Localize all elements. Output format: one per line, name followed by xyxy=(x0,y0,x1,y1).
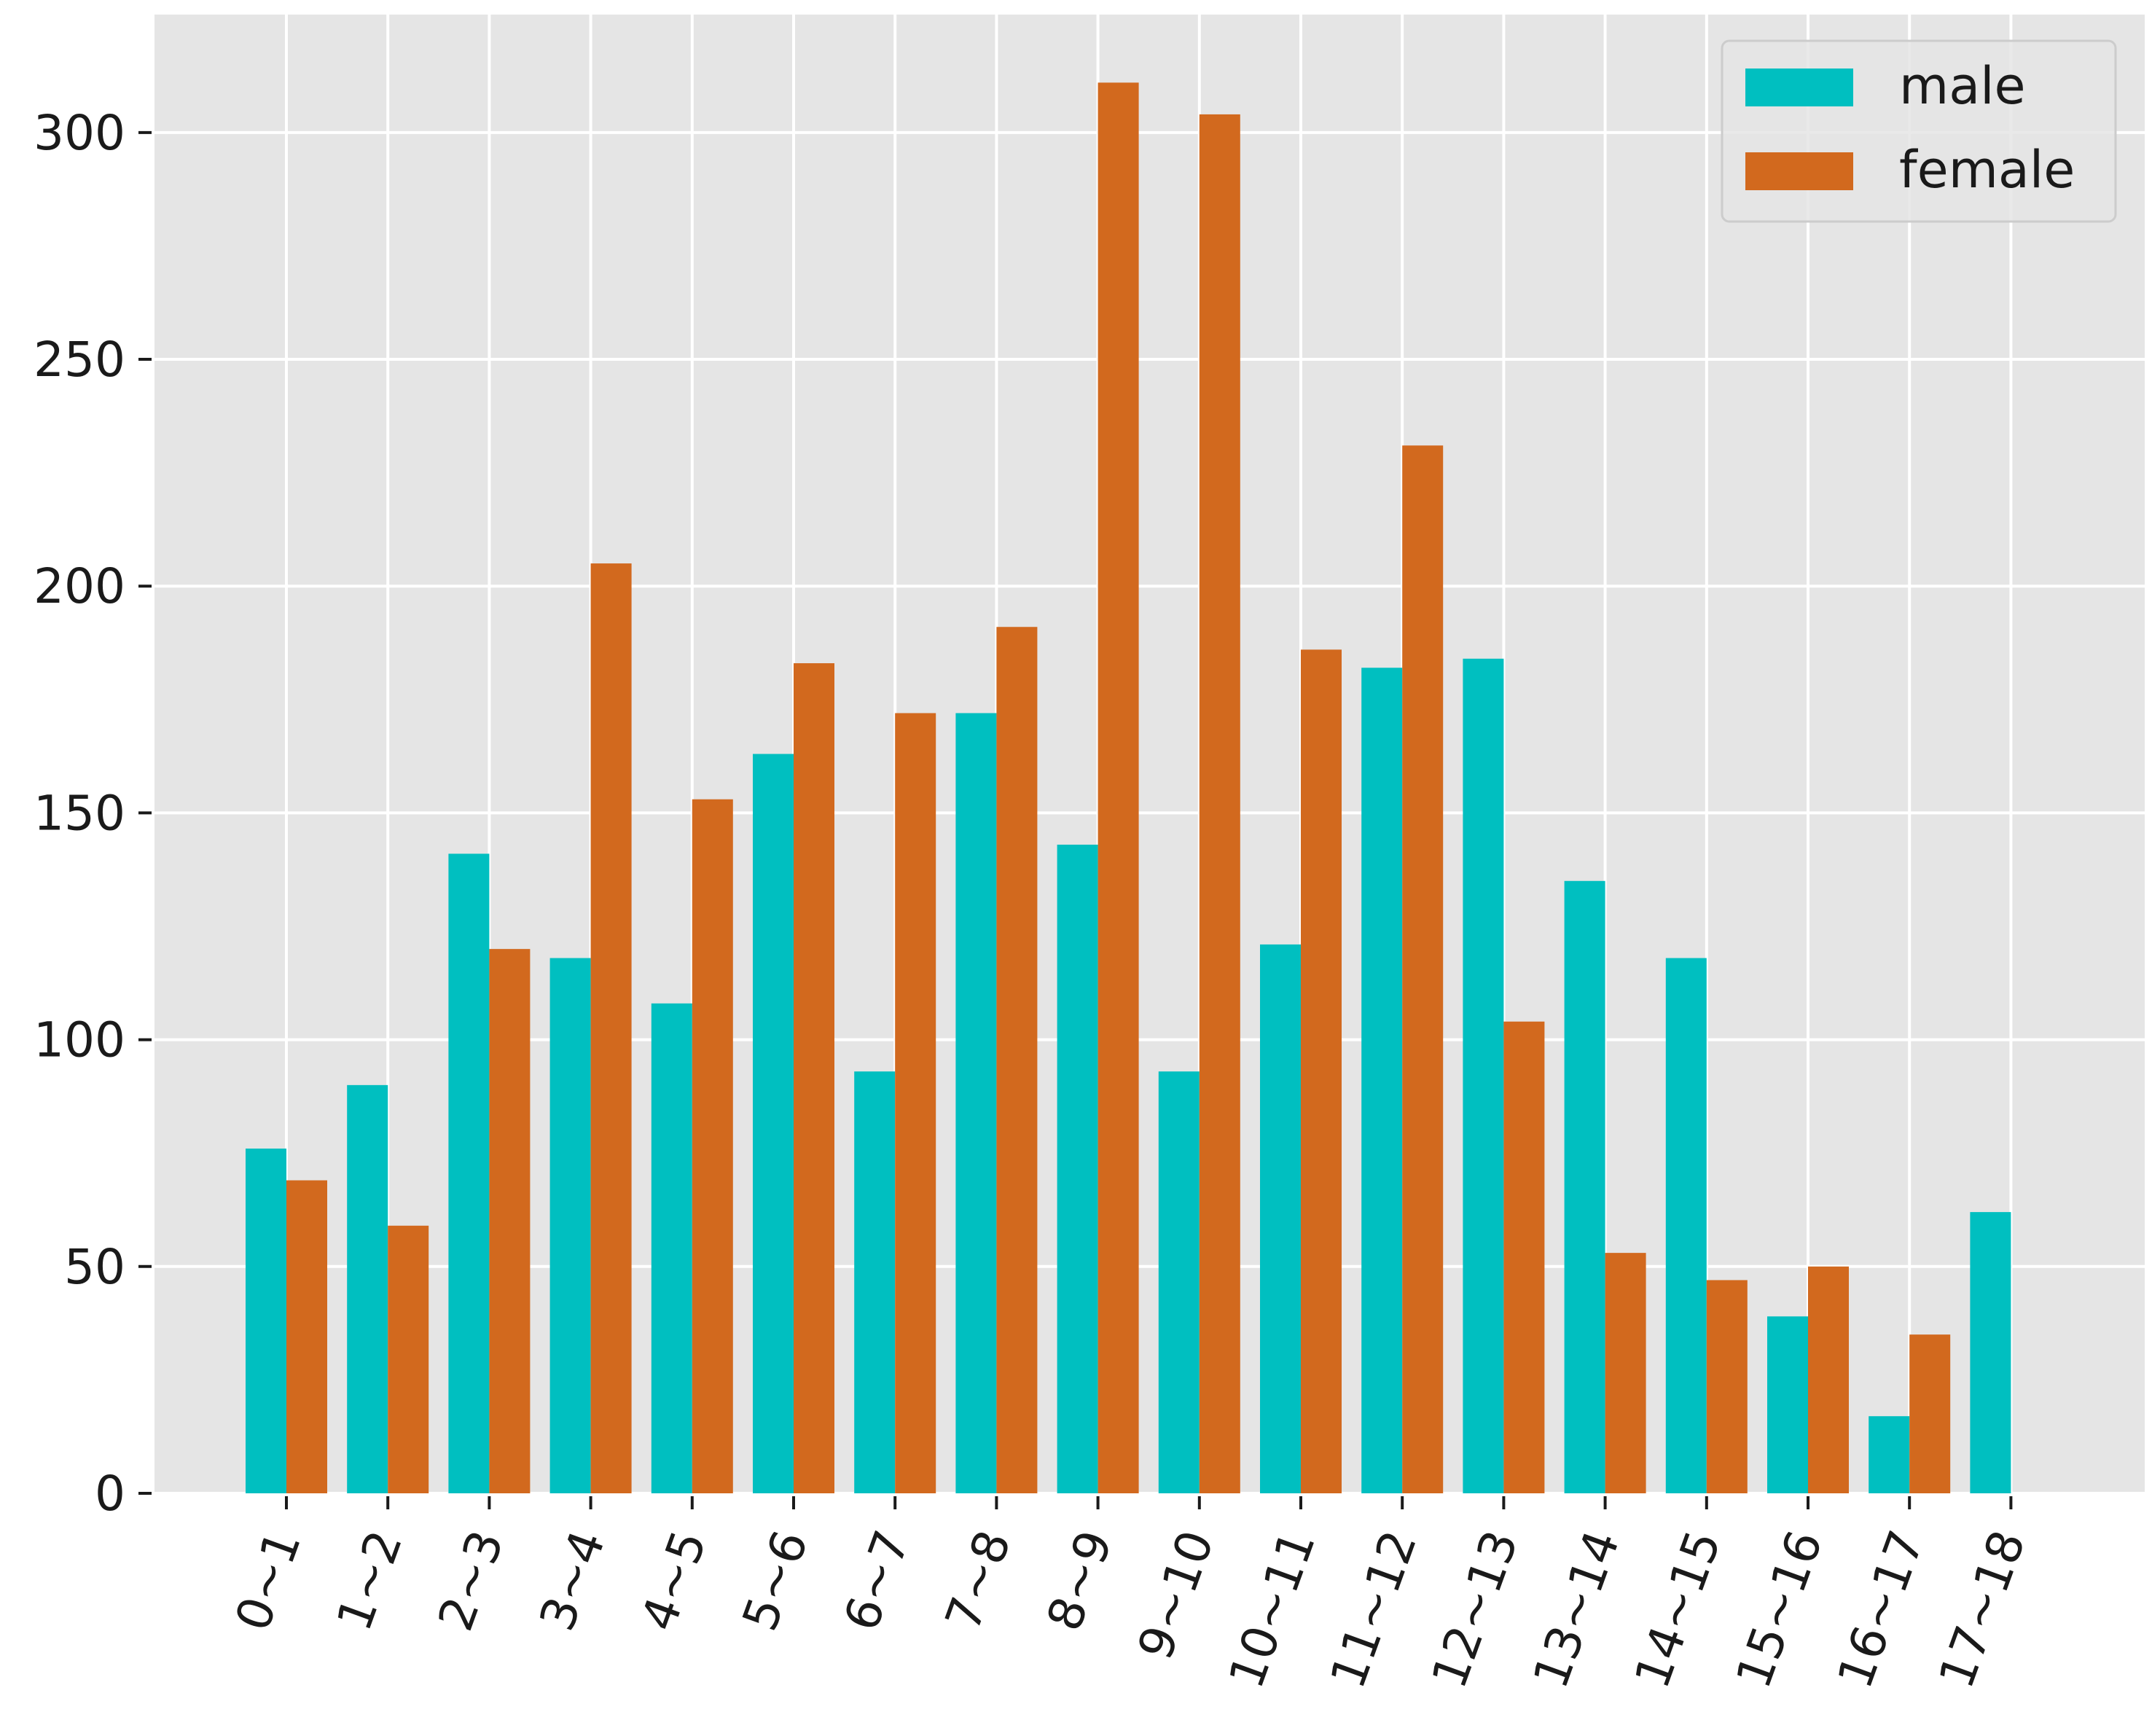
x-tick-label-13: 13~14 xyxy=(1522,1523,1631,1695)
x-tick-label-4: 4~5 xyxy=(630,1523,718,1638)
y-tick-label-1: 50 xyxy=(64,1239,125,1295)
bar-male-7~8 xyxy=(955,713,997,1494)
bar-female-8~9 xyxy=(1097,82,1139,1494)
x-tick-label-14: 14~15 xyxy=(1624,1523,1732,1695)
bar-male-2~3 xyxy=(448,853,490,1493)
x-tick-label-2: 2~3 xyxy=(427,1523,514,1638)
x-tick-label-9: 9~10 xyxy=(1127,1523,1224,1667)
x-tick-label-1: 1~2 xyxy=(326,1523,413,1638)
bar-male-4~5 xyxy=(651,1003,692,1493)
bar-female-7~8 xyxy=(996,627,1038,1494)
bar-female-9~10 xyxy=(1199,114,1240,1493)
bar-female-16~17 xyxy=(1909,1334,1951,1493)
bar-male-13~14 xyxy=(1564,880,1605,1493)
bar-male-9~10 xyxy=(1158,1071,1200,1493)
x-tick-label-15: 15~16 xyxy=(1725,1523,1834,1695)
legend-swatch-male xyxy=(1745,69,1853,106)
bar-male-15~16 xyxy=(1767,1316,1808,1493)
bar-female-15~16 xyxy=(1808,1266,1849,1493)
x-tick-label-8: 8~9 xyxy=(1036,1523,1124,1638)
bar-male-11~12 xyxy=(1361,668,1403,1494)
legend-label-male: male xyxy=(1899,56,2026,116)
bar-female-3~4 xyxy=(590,563,632,1493)
x-tick-label-0: 0~1 xyxy=(224,1523,312,1638)
bar-female-13~14 xyxy=(1605,1253,1646,1493)
x-tick-label-3: 3~4 xyxy=(529,1523,617,1638)
x-tick-label-16: 16~17 xyxy=(1827,1523,1936,1695)
bar-female-5~6 xyxy=(794,663,834,1493)
bar-female-4~5 xyxy=(692,799,733,1493)
bar-male-16~17 xyxy=(1869,1416,1910,1493)
bar-male-10~11 xyxy=(1260,944,1301,1493)
x-tick-label-7: 7~8 xyxy=(934,1523,1022,1638)
y-tick-label-2: 100 xyxy=(34,1012,125,1068)
x-tick-label-6: 6~7 xyxy=(833,1523,920,1638)
x-tick-label-12: 12~13 xyxy=(1421,1523,1530,1695)
bar-female-1~2 xyxy=(388,1225,429,1493)
y-tick-label-6: 300 xyxy=(34,105,125,161)
bar-female-14~15 xyxy=(1706,1280,1748,1493)
x-tick-label-17: 17~18 xyxy=(1928,1523,2037,1695)
x-tick-label-11: 11~12 xyxy=(1320,1523,1428,1695)
bars xyxy=(246,82,2011,1494)
bar-female-2~3 xyxy=(489,949,531,1493)
bar-male-12~13 xyxy=(1463,658,1504,1493)
y-tick-label-3: 150 xyxy=(34,785,125,841)
bar-female-12~13 xyxy=(1503,1021,1545,1493)
bar-male-17~18 xyxy=(1970,1212,2011,1493)
x-tick-label-10: 10~11 xyxy=(1218,1523,1326,1695)
bar-male-3~4 xyxy=(549,958,591,1493)
y-tick-label-5: 250 xyxy=(34,332,125,388)
legend-label-female: female xyxy=(1899,140,2075,200)
y-tick-label-0: 0 xyxy=(95,1466,125,1522)
legend-swatch-female xyxy=(1745,152,1853,190)
legend: male female xyxy=(1721,39,2117,223)
bar-female-10~11 xyxy=(1301,649,1342,1494)
bar-female-11~12 xyxy=(1402,445,1444,1494)
bar-male-6~7 xyxy=(854,1071,896,1493)
bar-male-0~1 xyxy=(246,1148,286,1493)
bar-male-1~2 xyxy=(347,1084,388,1493)
bar-female-6~7 xyxy=(895,713,936,1494)
x-tick-label-5: 5~6 xyxy=(732,1523,819,1638)
bar-female-0~1 xyxy=(286,1180,327,1493)
bar-male-5~6 xyxy=(753,754,794,1493)
bar-male-14~15 xyxy=(1665,958,1707,1493)
y-tick-label-4: 200 xyxy=(34,558,125,614)
bar-male-8~9 xyxy=(1057,844,1098,1493)
